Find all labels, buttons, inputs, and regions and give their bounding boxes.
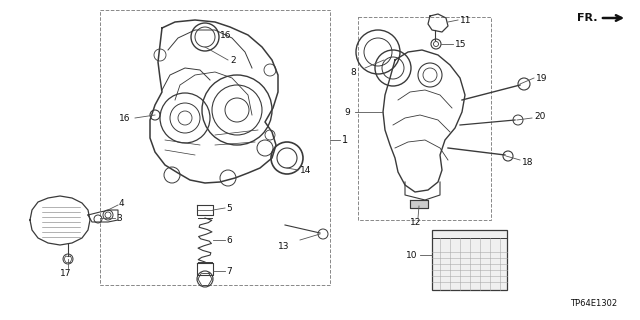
Text: 1: 1	[342, 135, 348, 145]
Text: TP64E1302: TP64E1302	[570, 299, 617, 308]
Text: 17: 17	[60, 269, 72, 278]
Text: 18: 18	[522, 157, 534, 166]
Text: 8: 8	[350, 68, 356, 76]
Text: 6: 6	[226, 236, 232, 244]
Bar	[358, 17, 491, 220]
Text: 10: 10	[406, 251, 417, 260]
Text: 11: 11	[460, 15, 472, 25]
Bar	[432, 230, 507, 290]
Text: 5: 5	[226, 204, 232, 212]
Text: 14: 14	[300, 165, 312, 174]
Text: 3: 3	[116, 213, 122, 222]
Bar	[100, 10, 330, 285]
Text: 15: 15	[455, 39, 467, 49]
Text: 16: 16	[220, 30, 232, 39]
Text: 12: 12	[410, 218, 421, 227]
Text: 2: 2	[230, 55, 236, 65]
Text: 9: 9	[344, 108, 349, 116]
Text: FR.: FR.	[577, 13, 598, 23]
Polygon shape	[410, 200, 428, 208]
Text: 4: 4	[119, 198, 125, 207]
Text: 19: 19	[536, 74, 547, 83]
Text: 13: 13	[278, 242, 289, 251]
Text: 16: 16	[119, 114, 131, 123]
Text: 20: 20	[534, 111, 545, 121]
Text: 7: 7	[226, 267, 232, 276]
